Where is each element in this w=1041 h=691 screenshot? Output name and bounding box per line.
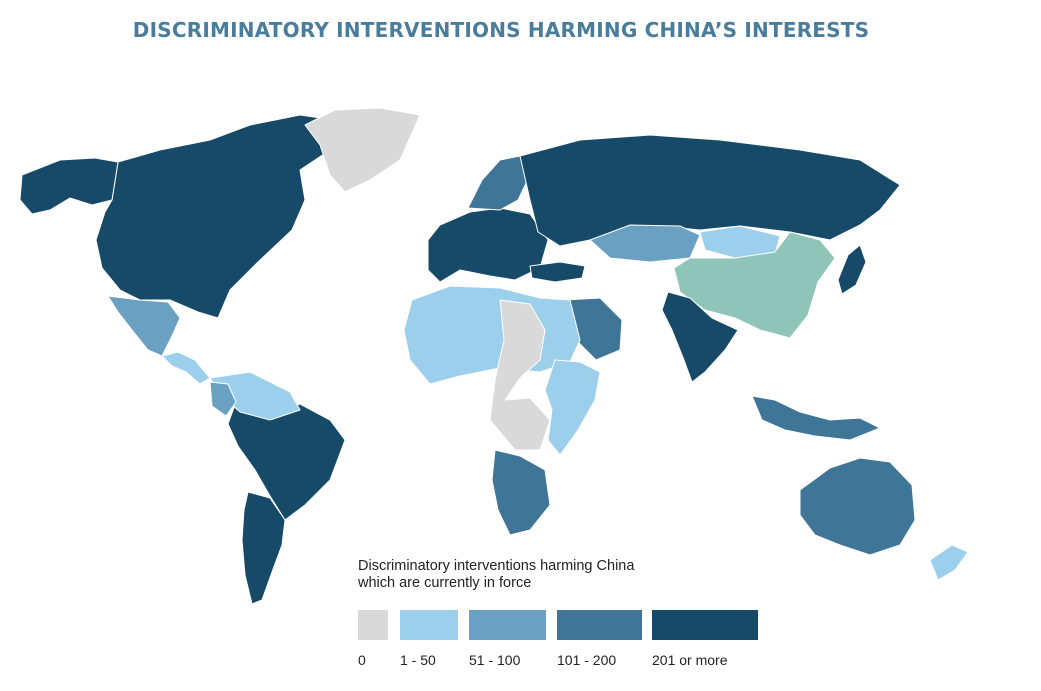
legend-label-3: 101 - 200 [557, 652, 617, 668]
legend-swatch-3 [557, 610, 642, 640]
region-australia [799, 457, 916, 556]
region-east-africa [544, 359, 601, 456]
region-colombia [209, 381, 237, 417]
region-alaska [19, 157, 119, 215]
legend: Discriminatory interventions harming Chi… [358, 558, 778, 678]
region-central-africa [489, 299, 551, 451]
region-argentina [241, 491, 286, 605]
region-kazakhstan [589, 224, 701, 263]
region-india [661, 291, 739, 383]
legend-title-line-2: which are currently in force [358, 575, 532, 591]
legend-title: Discriminatory interventions harming Chi… [358, 558, 778, 592]
region-indonesia [751, 395, 881, 441]
legend-label-2: 51 - 100 [469, 652, 521, 668]
region-japan [837, 244, 867, 295]
legend-label-4: 201 or more [652, 652, 728, 668]
region-new-zealand [929, 544, 969, 581]
region-mexico [107, 295, 181, 357]
region-scandinavia [467, 155, 531, 211]
legend-swatch-1 [400, 610, 458, 640]
legend-swatch-4 [652, 610, 758, 640]
region-russia [519, 134, 901, 247]
legend-label-0: 0 [358, 652, 366, 668]
legend-title-line-1: Discriminatory interventions harming Chi… [358, 558, 635, 574]
region-central-america [161, 351, 211, 385]
world-map [19, 107, 969, 605]
map-title: DISCRIMINATORY INTERVENTIONS HARMING CHI… [132, 18, 870, 42]
legend-swatch-0 [358, 610, 388, 640]
region-western-europe [427, 207, 549, 283]
region-greenland [304, 107, 421, 193]
region-turkey [529, 261, 586, 283]
legend-swatch-2 [469, 610, 546, 640]
region-south-africa [491, 449, 551, 536]
region-canada-usa [95, 114, 336, 319]
region-brazil [227, 401, 346, 521]
legend-label-1: 1 - 50 [400, 652, 436, 668]
